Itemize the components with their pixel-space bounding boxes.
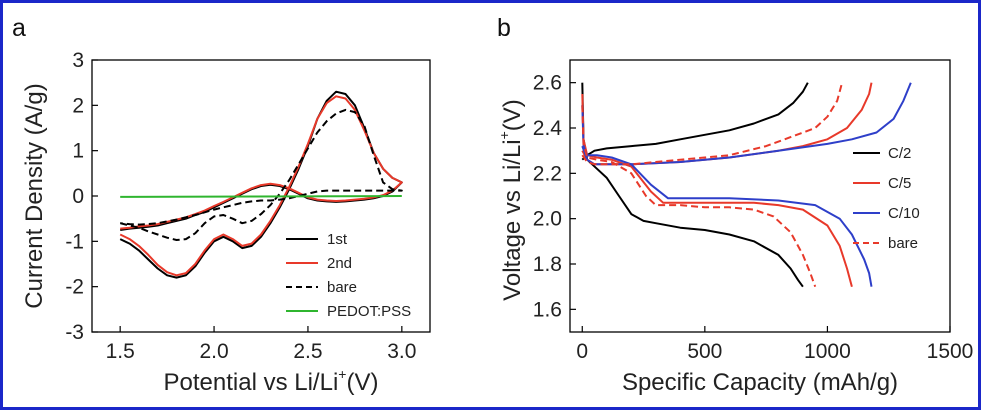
y-tick-label-a-4: 1 — [72, 140, 84, 163]
series-lines-b — [581, 82, 912, 288]
panel-a: 1.5 2.0 2.5 3.0 -3 -2 -1 0 1 2 3 1st 2nd bare PEDO… — [21, 49, 431, 396]
y-tick-label-a-3: 0 — [72, 185, 84, 208]
series-line-b-c-5-discharge — [581, 93, 853, 287]
legend-label-c2: C/2 — [888, 145, 911, 162]
y-tick-label-a-2: -1 — [65, 230, 84, 253]
x-tick-label-a-2: 2.5 — [293, 340, 322, 363]
x-tick-label-a-0: 1.5 — [106, 340, 135, 363]
panel-b: 0 500 1000 1500 1.6 1.8 2.0 2.2 2.4 2.6 C/2 C/5 C… — [496, 59, 974, 396]
legend-label-pedot: PEDOT:PSS — [327, 303, 411, 320]
x-axis-title-a-sup: + — [338, 366, 346, 382]
y-axis-title-a: Current Density (A/g) — [21, 83, 48, 308]
series-lines-a — [119, 90, 403, 279]
series-line-b-c-10-discharge — [581, 105, 873, 287]
legend-label-bare-a: bare — [327, 279, 357, 296]
x-axis-title-a: Potential vs Li/Li+(V) — [164, 366, 379, 396]
y-tick-label-a-0: -3 — [65, 321, 84, 344]
series-line-b-c-2-discharge — [581, 82, 804, 288]
x-axis-title-a-unit: (V) — [346, 369, 378, 396]
series-line-b-bare-charge — [581, 82, 844, 166]
panel-label-b: b — [497, 14, 511, 42]
y-tick-label-b-4: 2.4 — [533, 117, 563, 140]
y-tick-label-b-5: 2.6 — [533, 72, 562, 95]
figure-canvas: a 1.5 2.0 2.5 3.0 -3 -2 -1 0 1 2 3 1st 2nd bare PE… — [12, 14, 974, 396]
legend-label-c5: C/5 — [888, 175, 911, 192]
ticks-b: 0 500 1000 1500 1.6 1.8 2.0 2.2 2.4 2.6 — [533, 72, 974, 363]
series-line-b-bare-discharge — [581, 105, 817, 288]
x-tick-label-b-3: 1500 — [927, 340, 974, 363]
legend-label-c10: C/10 — [888, 205, 920, 222]
y-axis-title-b-sup: + — [496, 131, 512, 139]
y-tick-label-a-1: -2 — [65, 276, 84, 299]
plot-frame-b — [569, 59, 951, 333]
series-line-a-2nd — [119, 95, 403, 277]
legend-a: 1st 2nd bare PEDOT:PSS — [286, 231, 411, 320]
series-line-a-pedot-pss — [120, 195, 402, 198]
panel-label-a: a — [12, 14, 26, 42]
x-tick-label-a-1: 2.0 — [199, 340, 228, 363]
x-tick-label-b-1: 500 — [687, 340, 722, 363]
x-tick-label-a-3: 3.0 — [387, 340, 416, 363]
legend-b: C/2 C/5 C/10 bare — [853, 145, 920, 252]
y-axis-title-b: Voltage vs Li/Li+(V) — [496, 99, 526, 301]
y-tick-label-b-3: 2.2 — [533, 162, 562, 185]
x-axis-title-b: Specific Capacity (mAh/g) — [622, 369, 898, 396]
x-tick-label-b-0: 0 — [576, 340, 588, 363]
series-line-b-c-10-charge — [581, 82, 912, 166]
y-axis-title-b-main: Voltage vs Li/Li — [499, 139, 526, 300]
y-tick-label-a-6: 3 — [72, 49, 84, 72]
ticks-a: 1.5 2.0 2.5 3.0 -3 -2 -1 0 1 2 3 — [65, 49, 416, 363]
x-axis-title-a-main: Potential vs Li/Li — [164, 369, 339, 396]
legend-label-2nd: 2nd — [327, 255, 352, 272]
y-tick-label-b-2: 2.0 — [533, 208, 562, 231]
series-line-a-bare — [119, 108, 403, 241]
y-axis-title-b-unit: (V) — [499, 99, 526, 131]
series-line-b-c-2-charge — [581, 82, 809, 161]
series-line-b-c-5-charge — [581, 82, 873, 166]
x-tick-label-b-2: 1000 — [804, 340, 851, 363]
y-tick-label-a-5: 2 — [72, 94, 84, 117]
y-tick-label-b-0: 1.6 — [533, 298, 562, 321]
legend-label-bare-b: bare — [888, 235, 918, 252]
y-tick-label-b-1: 1.8 — [533, 253, 562, 276]
legend-label-1st: 1st — [327, 231, 348, 248]
